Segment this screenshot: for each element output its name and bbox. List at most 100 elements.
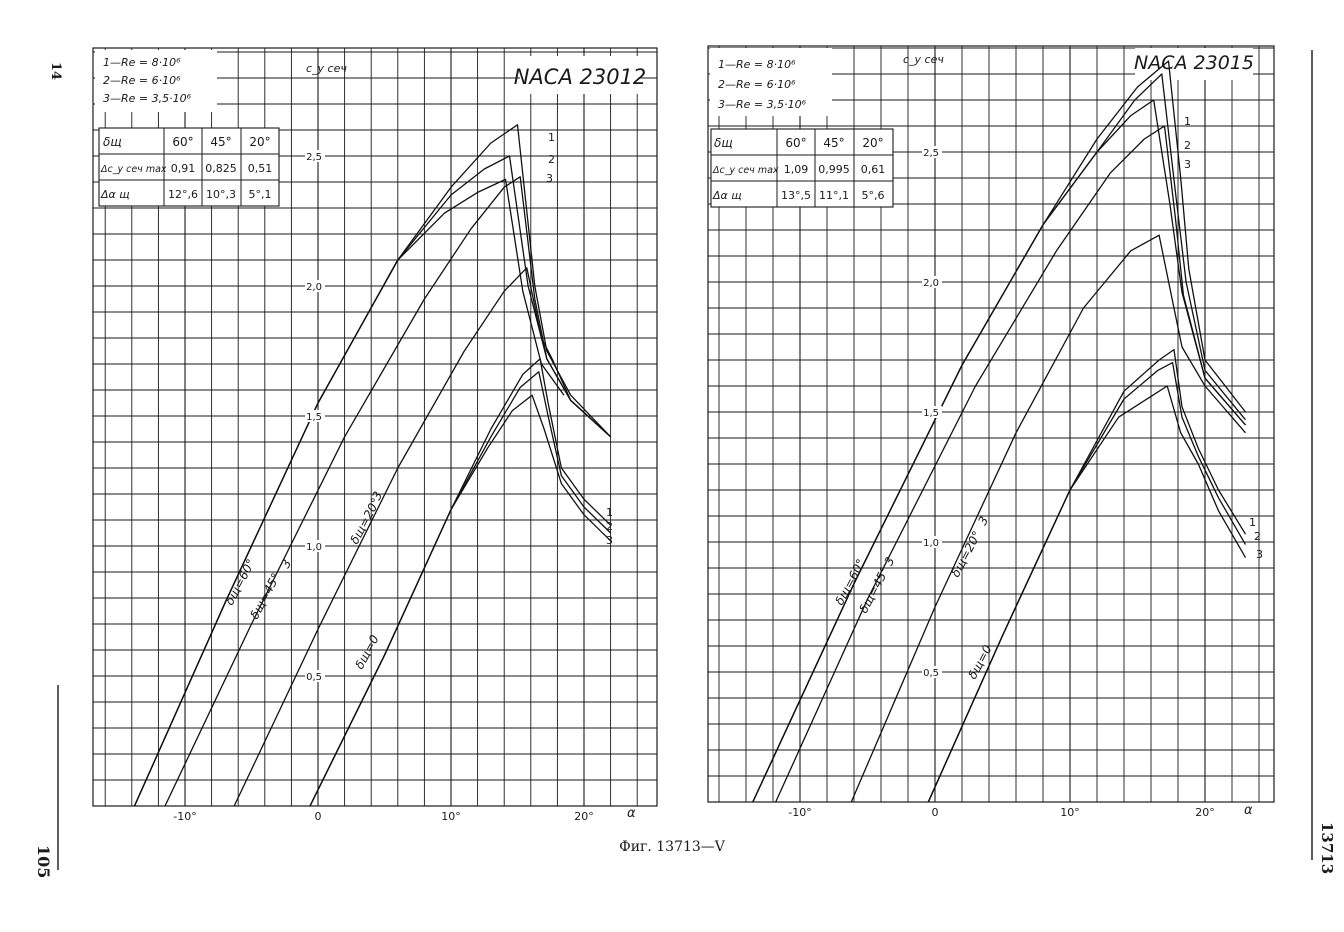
y-tick-backdrop <box>922 146 942 158</box>
y-tick-backdrop <box>305 280 325 292</box>
y-tick-backdrop <box>922 666 942 678</box>
table-cell: 0,825 <box>205 162 237 175</box>
title-backdrop <box>520 56 638 94</box>
x-tick-label: 10° <box>441 810 461 823</box>
table-cell: 5°,1 <box>249 188 272 201</box>
series-line-0-curve-2 <box>927 361 1247 803</box>
series-line-60deg-curve-2 <box>133 155 612 807</box>
table-header-45: 45° <box>823 136 844 150</box>
y-axis-label: c_y сеч <box>306 62 347 75</box>
table-row-label: Δc_y сеч max <box>100 164 167 175</box>
table-header-60: 60° <box>172 135 193 149</box>
curve-label-1: 1 <box>1249 516 1256 529</box>
table-cell: 1,09 <box>784 163 809 176</box>
plot-frame <box>707 45 1275 803</box>
table-row-label: Δα щ <box>712 189 742 202</box>
table-cell: 0,61 <box>861 163 886 176</box>
legend-entry-2: 2—Re = 6·10⁶ <box>103 74 181 87</box>
figure-code: 13713 <box>1318 822 1336 874</box>
x-tick-label: 10° <box>1060 806 1080 819</box>
series-line-60deg-curve-3 <box>133 178 565 807</box>
parameter-table: δщ 60° 45° 20° Δc_y сеч max 1,09 0,995 0… <box>710 128 894 208</box>
y-tick-label: 2,0 <box>923 278 939 289</box>
y-tick-label: 2,5 <box>306 152 322 163</box>
chart-title: NACA 23015 <box>1134 52 1254 74</box>
chart-naca-23015: 1—Re = 8·10⁶ 2—Re = 6·10⁶ 3—Re = 3,5·10⁶… <box>707 45 1275 819</box>
y-tick-backdrop <box>922 406 942 418</box>
table-cell: 11°,1 <box>819 189 849 202</box>
table-row-label: Δc_y сеч max <box>712 165 779 176</box>
table-cell: 5°,6 <box>862 189 885 202</box>
series-line-0-curve-3 <box>927 385 1247 803</box>
table-header-param: δщ <box>103 135 122 149</box>
chart-naca-23012: 1—Re = 8·10⁶ 2—Re = 6·10⁶ 3—Re = 3,5·10⁶… <box>92 47 658 823</box>
series-group <box>133 124 612 807</box>
x-tick-label: 0 <box>315 810 322 823</box>
table-header-20: 20° <box>862 136 883 150</box>
page-number-top: 14 <box>48 62 63 80</box>
y-tick-label: 1,0 <box>923 538 939 549</box>
y-tick-label: 1,5 <box>923 408 939 419</box>
legend-box <box>710 48 832 116</box>
y-tick-backdrop <box>922 536 942 548</box>
table-header-20: 20° <box>249 135 270 149</box>
plot-frame <box>92 47 658 807</box>
group-label-60: δщ=60° <box>222 557 258 608</box>
y-tick-label: 0,5 <box>923 668 939 679</box>
figure-caption: Фиг. 13713—V <box>619 839 726 855</box>
y-axis-label: c_y сеч <box>903 53 944 66</box>
series-line-0-curve-1 <box>927 348 1247 803</box>
x-axis-label: α <box>627 806 636 821</box>
legend-entry-3: 3—Re = 3,5·10⁶ <box>718 98 807 111</box>
curve-label-3: 3 <box>546 172 553 185</box>
group-label-20: δщ=20° <box>948 529 984 580</box>
y-tick-label: 1,0 <box>306 542 322 553</box>
title-backdrop <box>1135 48 1253 80</box>
curve-label-2: 2 <box>1184 139 1191 152</box>
table-cell: 0,91 <box>171 162 196 175</box>
curve-label-2: 2 <box>606 520 613 533</box>
curve-label-2: 2 <box>1254 530 1261 543</box>
y-tick-backdrop <box>305 150 325 162</box>
y-tick-label: 2,0 <box>306 282 322 293</box>
x-tick-label: 20° <box>574 810 594 823</box>
y-tick-backdrop <box>305 410 325 422</box>
legend-box <box>95 50 217 112</box>
group-label-0: δщ=0 <box>352 632 382 671</box>
series-line-0-curve-1 <box>309 358 612 807</box>
x-axis-label: α <box>1244 803 1253 818</box>
legend-entry-3: 3—Re = 3,5·10⁶ <box>103 92 192 105</box>
y-tick-label: 1,5 <box>306 412 322 423</box>
curve-label-1: 1 <box>548 131 555 144</box>
table-row-label: Δα щ <box>100 188 130 201</box>
table-cell: 0,995 <box>818 163 850 176</box>
y-tick-backdrop <box>305 670 325 682</box>
curve-label-3: 3 <box>1184 158 1191 171</box>
y-tick-backdrop <box>922 276 942 288</box>
curve-label-3: 3 <box>606 534 613 547</box>
series-line-20deg-curve-1 <box>850 234 1246 803</box>
table-header-param: δщ <box>714 136 733 150</box>
curve-label-3: 3 <box>1256 548 1263 561</box>
table-cell: 12°,6 <box>168 188 198 201</box>
chart-title: NACA 23012 <box>514 65 647 89</box>
table-header-45: 45° <box>210 135 231 149</box>
series-line-60deg-curve-1 <box>133 124 612 807</box>
series-line-45deg-curve-1 <box>775 125 1246 803</box>
curve-label-2: 2 <box>548 153 555 166</box>
table-cell: 10°,3 <box>206 188 236 201</box>
series-line-0-curve-3 <box>309 394 612 807</box>
parameter-table: δщ 60° 45° 20° Δc_y сеч max 0,91 0,825 0… <box>98 127 280 207</box>
series-line-0-curve-2 <box>309 371 612 807</box>
legend-entry-2: 2—Re = 6·10⁶ <box>718 78 796 91</box>
series-line-20deg-curve-1 <box>233 267 612 807</box>
table-cell: 13°,5 <box>781 189 811 202</box>
x-tick-label: -10° <box>173 810 196 823</box>
curve-label-1: 1 <box>1184 115 1191 128</box>
legend-entry-1: 1—Re = 8·10⁶ <box>103 56 181 69</box>
table-header-60: 60° <box>785 136 806 150</box>
page-number-bottom: 105 <box>34 845 53 878</box>
group-label-20: δщ=20° <box>347 496 383 547</box>
